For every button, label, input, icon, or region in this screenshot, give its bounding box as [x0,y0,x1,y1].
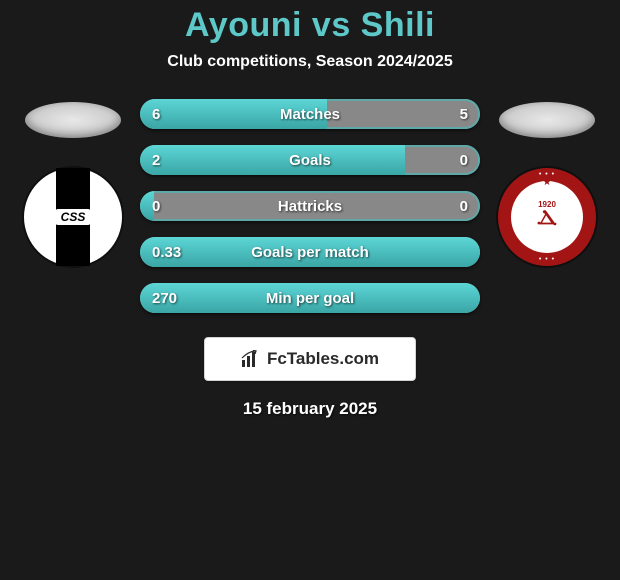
brand-text: FcTables.com [267,349,379,369]
club-logo-right: • • • ★ 1920 Ⲇ • • • [498,168,596,266]
club-star-icon: ★ [543,177,552,188]
stat-right-value: 0 [460,152,468,169]
stat-right-value: 5 [460,106,468,123]
stat-left-value: 270 [152,290,177,307]
title: Ayouni vs Shili [185,6,435,45]
stat-row: 0.33 Goals per match [140,237,480,267]
stat-left-value: 6 [152,106,160,123]
club-emblem-icon: Ⲇ [537,207,556,230]
stat-bars: 6 Matches 5 2 Goals 0 0 Hattricks 0 0.33 Goals per… [140,99,480,313]
stat-label: Hattricks [278,198,342,215]
stat-left-value: 2 [152,152,160,169]
stat-right-value: 0 [460,198,468,215]
stat-left-value: 0 [152,198,160,215]
stat-fill [140,145,405,175]
stat-label: Goals [289,152,331,169]
stat-row: 2 Goals 0 [140,145,480,175]
stat-row: 0 Hattricks 0 [140,191,480,221]
stat-label: Matches [280,106,340,123]
subtitle: Club competitions, Season 2024/2025 [167,53,452,71]
stat-label: Min per goal [266,290,354,307]
club-arc-bottom: • • • [539,256,555,263]
left-player-col: ــــــــ CSS [24,102,122,266]
date-line: 15 february 2025 [243,399,377,419]
club-abbr-left: CSS [55,209,92,225]
stat-row: 6 Matches 5 [140,99,480,129]
club-logo-left: ــــــــ CSS [24,168,122,266]
player-silhouette-left [25,102,121,138]
player-silhouette-right [499,102,595,138]
stat-label: Goals per match [251,244,369,261]
club-inner-circle: ★ 1920 Ⲇ [511,181,583,253]
right-player-col: • • • ★ 1920 Ⲇ • • • [498,102,596,266]
bars-chart-icon [241,350,263,368]
comparison-body: ــــــــ CSS 6Matches52Goals00Hattricks0… [0,99,620,313]
comparison-widget: Ayouni vs Shili Club competitions, Seaso… [0,0,620,419]
brand-card[interactable]: FcTables.com [204,337,416,381]
stat-left-value: 0.33 [152,244,181,261]
stat-row: 270 Min per goal [140,283,480,313]
